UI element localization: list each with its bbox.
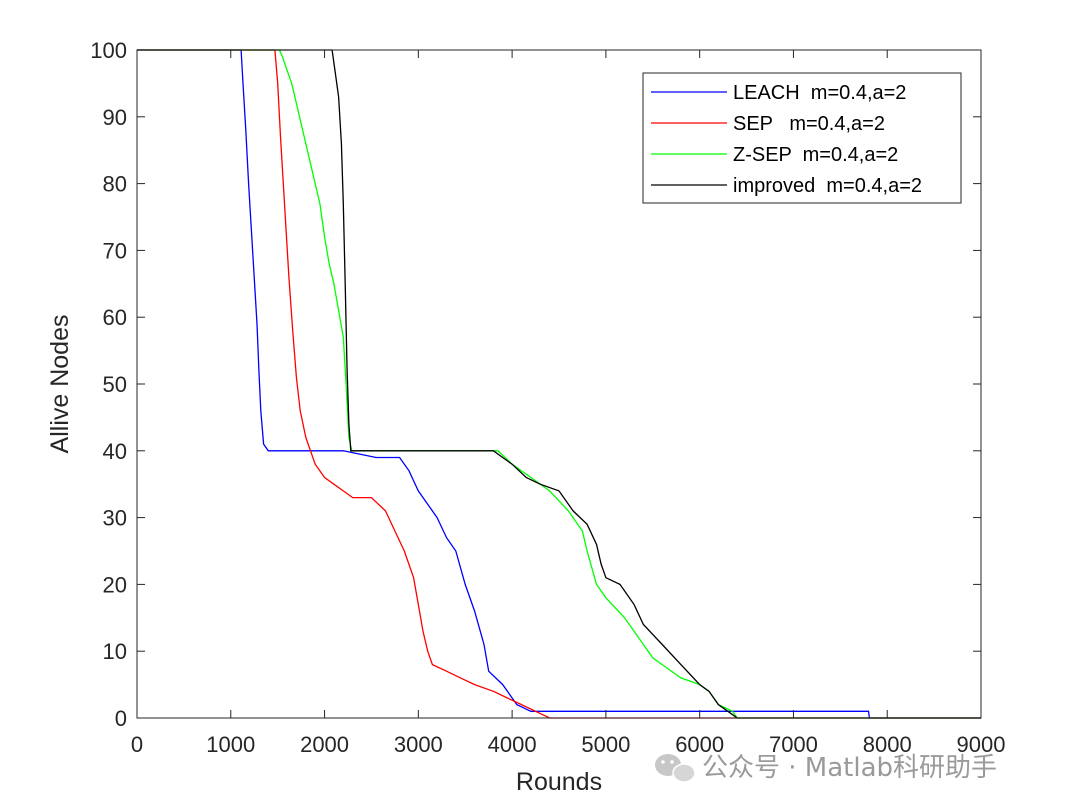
x-tick-label: 2000 (300, 732, 349, 757)
legend-label-4: improved m=0.4,a=2 (733, 175, 922, 197)
x-tick-label: 4000 (488, 732, 537, 757)
x-tick-label: 7000 (769, 732, 818, 757)
series-line-3 (137, 49, 981, 719)
legend-box (642, 72, 962, 204)
y-tick-label: 10 (103, 639, 127, 664)
y-tick-label: 20 (103, 572, 127, 597)
legend-items: LEACH m=0.4,a=2 SEP m=0.4,a=2 Z-SEP m=0.4,… (651, 82, 922, 197)
watermark: 公众号 · Matlab科研助手 (655, 753, 997, 783)
y-tick-label: 80 (103, 172, 127, 197)
tick-layer: 0 1000 2000 3000 4000 5000 6000 7000 8000 9000 0 10… (90, 38, 1005, 757)
y-tick-label: 60 (103, 305, 127, 330)
legend: LEACH m=0.4,a=2 SEP m=0.4,a=2 Z-SEP m=0.4,… (642, 72, 962, 204)
x-tick-label: 0 (131, 732, 143, 757)
legend-label-1: LEACH m=0.4,a=2 (733, 82, 906, 104)
legend-label-2: SEP m=0.4,a=2 (733, 113, 885, 135)
x-tick-label: 5000 (581, 732, 630, 757)
y-tick-label: 100 (90, 38, 127, 63)
x-tick-label: 1000 (206, 732, 255, 757)
wechat-icon (655, 754, 696, 783)
series-layer (137, 49, 981, 719)
x-tick-label: 9000 (957, 732, 1006, 757)
series-line-4 (137, 49, 981, 719)
x-tick-label: 6000 (675, 732, 724, 757)
y-tick-label: 50 (103, 372, 127, 397)
legend-label-3: Z-SEP m=0.4,a=2 (733, 144, 898, 166)
y-tick-label: 70 (103, 238, 127, 263)
y-axis-label: Allive Nodes (46, 315, 74, 454)
y-tick-label: 40 (103, 439, 127, 464)
series-line-2 (137, 49, 981, 719)
y-tick-label: 90 (103, 105, 127, 130)
x-tick-label: 3000 (394, 732, 443, 757)
watermark-text: 公众号 · Matlab科研助手 (702, 753, 997, 783)
x-tick-label: 8000 (863, 732, 912, 757)
y-tick-label: 0 (115, 706, 127, 731)
x-axis-label: Rounds (516, 768, 602, 796)
y-tick-label: 30 (103, 506, 127, 531)
